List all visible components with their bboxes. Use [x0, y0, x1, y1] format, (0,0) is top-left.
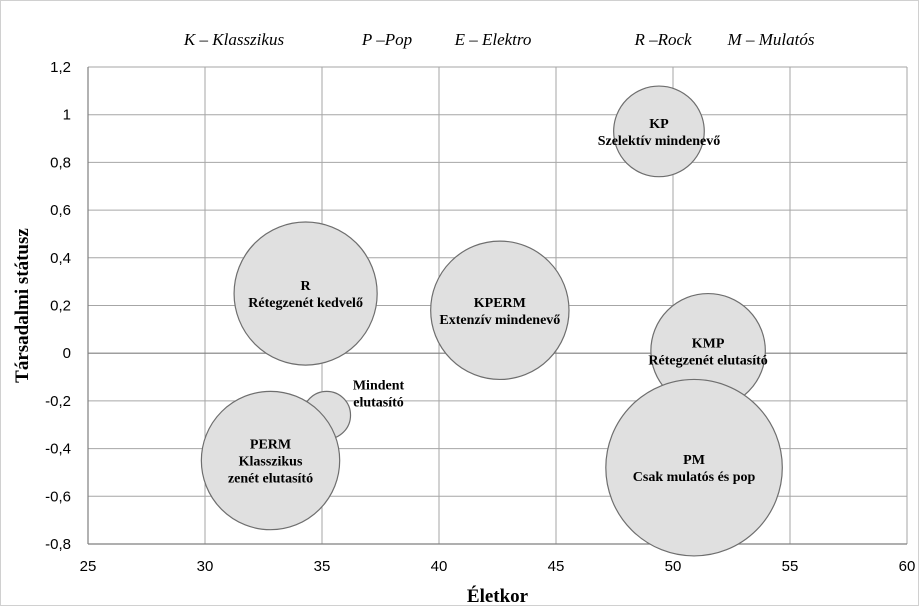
bubble-label: R [301, 279, 312, 294]
bubble-label: Extenzív mindenevő [439, 313, 560, 328]
legend: K – Klasszikus P –Pop E – Elektro R –Rock M … [183, 30, 815, 49]
y-tick-label: 0,6 [50, 202, 71, 219]
y-tick-label: -0,4 [45, 441, 71, 458]
legend-item: K – Klasszikus [183, 30, 285, 49]
axes: 25 30 35 40 45 50 55 60 -0,8 -0,6 -0,4 -0,2 0 0,2 0,4 0… [45, 59, 915, 575]
bubble [233, 221, 378, 366]
bubbles: KP Szelektív mindenevő R Rétegzenét kedvelő… [200, 85, 783, 557]
y-tick-label: 0,8 [50, 154, 71, 171]
y-tick-label: 0,4 [50, 250, 71, 267]
bubble-label: PM [683, 453, 705, 468]
x-tick-label: 40 [431, 558, 448, 575]
bubble-label: zenét elutasító [228, 472, 313, 487]
bubble-label: KP [649, 117, 669, 132]
bubble-label: KMP [692, 336, 725, 351]
y-tick-label: 1 [63, 107, 71, 124]
bubble-label: Klasszikus [239, 455, 303, 470]
bubble-label: Rétegzenét kedvelő [248, 296, 363, 311]
bubble [613, 85, 705, 178]
bubble-label: Mindent [353, 378, 405, 393]
y-tick-label: -0,8 [45, 536, 71, 553]
bubble-label: Rétegzenét elutasító [648, 353, 767, 368]
bubble-label: elutasító [353, 395, 404, 410]
bubble-label: Csak mulatós és pop [633, 470, 756, 485]
bubble [200, 390, 341, 531]
bubble-label: Szelektív mindenevő [598, 134, 721, 149]
x-tick-label: 50 [665, 558, 682, 575]
x-tick-label: 45 [548, 558, 565, 575]
x-tick-label: 35 [314, 558, 331, 575]
y-tick-label: 1,2 [50, 59, 71, 76]
x-tick-label: 60 [899, 558, 916, 575]
legend-item: E – Elektro [454, 30, 532, 49]
bubble-label: PERM [250, 438, 291, 453]
x-tick-label: 30 [197, 558, 214, 575]
bubble [605, 378, 783, 557]
y-tick-label: -0,2 [45, 393, 71, 410]
x-axis-title: Életkor [467, 585, 529, 606]
bubble-label: KPERM [474, 296, 526, 311]
x-tick-label: 55 [782, 558, 799, 575]
x-tick-label: 25 [80, 558, 97, 575]
legend-item: P –Pop [361, 30, 412, 49]
legend-item: R –Rock [633, 30, 692, 49]
y-axis-title: Társadalmi státusz [12, 228, 33, 383]
y-tick-label: 0 [63, 345, 71, 362]
legend-item: M – Mulatós [727, 30, 815, 49]
bubble [430, 240, 570, 381]
y-tick-label: -0,6 [45, 488, 71, 505]
y-tick-label: 0,2 [50, 298, 71, 315]
